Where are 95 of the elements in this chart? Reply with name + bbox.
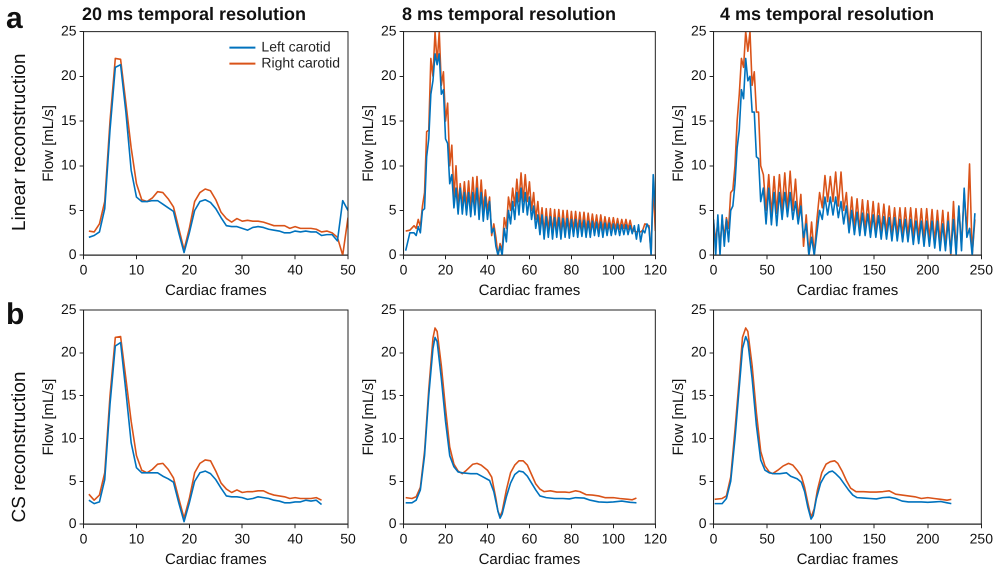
- x-tick-label: 0: [80, 261, 88, 278]
- y-tick-label: 0: [68, 515, 77, 532]
- y-tick-label: 20: [60, 67, 77, 84]
- y-tick-label: 10: [380, 156, 397, 173]
- text: CS reconstruction: [9, 370, 31, 525]
- y-tick-label: 10: [690, 429, 707, 446]
- x-axis-title: Cardiac frames: [164, 282, 267, 300]
- y-axis-title: Flow [mL/s]: [670, 105, 688, 182]
- x-tick-label: 20: [438, 261, 454, 278]
- text: b: [6, 298, 24, 332]
- y-tick-label: 15: [60, 112, 77, 128]
- x-tick-label: 20: [182, 530, 198, 546]
- y-tick-label: 15: [60, 386, 77, 403]
- x-axis-title: Cardiac frames: [796, 282, 898, 300]
- y-tick-label: 15: [380, 112, 397, 128]
- y-tick-label: 5: [698, 201, 707, 218]
- x-tick-label: 10: [128, 530, 144, 546]
- y-axis-title: Flow [mL/s]: [360, 105, 378, 182]
- y-tick-label: 15: [690, 386, 707, 403]
- x-tick-label: 200: [916, 261, 940, 278]
- x-tick-label: 10: [128, 261, 144, 278]
- y-tick-label: 25: [60, 22, 77, 38]
- x-tick-label: 250: [970, 530, 994, 546]
- y-tick-label: 10: [60, 156, 77, 173]
- y-tick-label: 25: [690, 22, 707, 38]
- y-tick-label: 25: [380, 300, 397, 317]
- x-tick-label: 30: [234, 261, 250, 278]
- x-tick-label: 100: [808, 261, 833, 278]
- y-axis-title: Flow [mL/s]: [670, 378, 688, 456]
- x-tick-label: 40: [480, 530, 496, 546]
- y-tick-label: 0: [388, 246, 397, 262]
- y-axis-title: Flow [mL/s]: [40, 105, 58, 182]
- x-tick-label: 50: [759, 530, 776, 546]
- x-tick-label: 80: [564, 261, 580, 278]
- y-tick-label: 20: [380, 344, 397, 360]
- x-tick-label: 60: [522, 530, 538, 546]
- y-tick-label: 0: [698, 515, 707, 532]
- y-tick-label: 20: [690, 344, 707, 360]
- y-tick-label: 5: [698, 472, 707, 488]
- y-tick-label: 0: [698, 246, 707, 262]
- x-axis-title: Cardiac frames: [796, 551, 898, 568]
- x-axis-title: Cardiac frames: [478, 551, 580, 568]
- x-tick-label: 150: [862, 261, 886, 278]
- y-tick-label: 10: [380, 429, 397, 446]
- x-axis-title: Cardiac frames: [478, 282, 580, 300]
- y-tick-label: 10: [60, 429, 77, 446]
- x-axis-title: Cardiac frames: [164, 551, 267, 568]
- y-axis-title: Flow [mL/s]: [40, 378, 58, 456]
- text: Linear reconstruction: [9, 54, 31, 231]
- y-tick-label: 5: [68, 472, 77, 488]
- text: a: [6, 2, 23, 36]
- x-tick-label: 0: [710, 261, 718, 278]
- x-tick-label: 30: [234, 530, 250, 546]
- chart-title: 20 ms temporal resolution: [82, 4, 306, 24]
- y-tick-label: 25: [60, 300, 77, 317]
- x-tick-label: 100: [602, 530, 626, 546]
- x-tick-label: 0: [400, 530, 408, 546]
- y-tick-label: 20: [380, 67, 397, 84]
- chart-title: 4 ms temporal resolution: [720, 4, 934, 24]
- y-tick-label: 5: [388, 472, 397, 488]
- x-tick-label: 200: [916, 530, 940, 546]
- x-tick-label: 60: [522, 261, 538, 278]
- x-tick-label: 20: [182, 261, 198, 278]
- x-tick-label: 50: [340, 530, 356, 546]
- x-tick-label: 120: [644, 261, 668, 278]
- x-tick-label: 40: [287, 261, 304, 278]
- x-tick-label: 0: [710, 530, 718, 546]
- x-tick-label: 120: [644, 530, 668, 546]
- y-tick-label: 5: [68, 201, 77, 218]
- y-tick-label: 25: [380, 22, 397, 38]
- x-tick-label: 100: [602, 261, 626, 278]
- legend-label: Right carotid: [261, 54, 340, 70]
- x-tick-label: 250: [970, 261, 994, 278]
- y-tick-label: 10: [690, 156, 707, 173]
- y-tick-label: 0: [388, 515, 397, 532]
- y-tick-label: 5: [388, 201, 397, 218]
- x-tick-label: 100: [808, 530, 833, 546]
- y-axis-title: Flow [mL/s]: [360, 378, 378, 456]
- legend-label: Left carotid: [261, 38, 331, 54]
- x-tick-label: 80: [564, 530, 580, 546]
- y-tick-label: 15: [380, 386, 397, 403]
- x-tick-label: 40: [287, 530, 304, 546]
- x-tick-label: 0: [400, 261, 408, 278]
- y-tick-label: 15: [690, 112, 707, 128]
- y-tick-label: 20: [690, 67, 707, 84]
- y-tick-label: 25: [690, 300, 707, 317]
- x-tick-label: 20: [438, 530, 454, 546]
- x-tick-label: 150: [862, 530, 886, 546]
- x-tick-label: 50: [340, 261, 356, 278]
- chart-title: 8 ms temporal resolution: [402, 4, 616, 24]
- x-tick-label: 40: [480, 261, 496, 278]
- x-tick-label: 0: [80, 530, 88, 546]
- y-tick-label: 0: [68, 246, 77, 262]
- x-tick-label: 50: [759, 261, 776, 278]
- y-tick-label: 20: [60, 344, 77, 360]
